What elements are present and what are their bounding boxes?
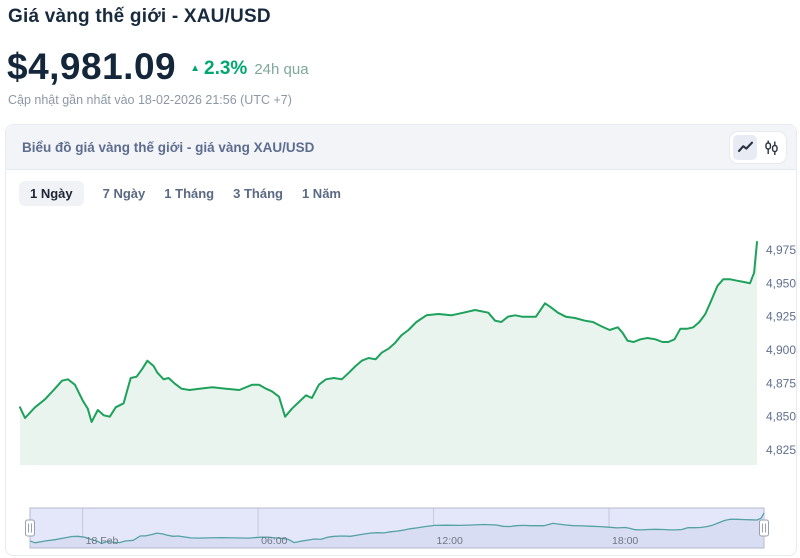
- x-axis-label: 06:00: [261, 535, 287, 547]
- x-axis-label: 18:00: [612, 535, 638, 547]
- page-title: Giá vàng thế giới - XAU/USD: [8, 6, 271, 27]
- candlestick-chart-icon: [764, 140, 778, 155]
- navigator-handle-right[interactable]: [759, 519, 769, 537]
- range-tab-3-months[interactable]: 3 Tháng: [233, 186, 283, 201]
- x-axis-label: 18 Feb: [86, 535, 119, 547]
- range-tabs: 1 Ngày 7 Ngày 1 Tháng 3 Tháng 1 Năm: [19, 181, 341, 206]
- change-percent: 2.3%: [204, 58, 248, 79]
- candlestick-chart-button[interactable]: [759, 135, 783, 160]
- price-row: $4,981.09 ▲ 2.3% 24h qua: [7, 46, 309, 88]
- y-axis-label: 4,975: [766, 243, 796, 257]
- y-axis-label: 4,900: [766, 343, 796, 357]
- range-tab-1-month[interactable]: 1 Tháng: [164, 186, 215, 201]
- range-tab-1-year[interactable]: 1 Năm: [301, 186, 341, 201]
- line-chart-icon: [737, 141, 753, 153]
- chart-card-header: Biểu đồ giá vàng thế giới - giá vàng XAU…: [6, 125, 796, 170]
- price-change: ▲ 2.3% 24h qua: [190, 58, 308, 80]
- navigator-area: [30, 513, 764, 548]
- y-axis-label: 4,825: [766, 443, 796, 457]
- x-axis-label: 12:00: [437, 535, 463, 547]
- navigator-handle-left[interactable]: [25, 519, 35, 537]
- y-axis-label: 4,875: [766, 376, 796, 390]
- line-chart-button[interactable]: [733, 135, 757, 160]
- y-axis-label: 4,950: [766, 276, 796, 290]
- chart-type-toggle: [730, 132, 786, 163]
- range-tab-1-day[interactable]: 1 Ngày: [19, 181, 84, 206]
- chart-card: Biểu đồ giá vàng thế giới - giá vàng XAU…: [5, 124, 797, 556]
- navigator-scrollbar[interactable]: 18 Feb 06:00 12:00 18:00: [0, 503, 800, 558]
- price-line: [19, 241, 758, 423]
- y-axis-label: 4,925: [766, 310, 796, 324]
- range-tab-7-days[interactable]: 7 Ngày: [102, 186, 146, 201]
- chart-card-title: Biểu đồ giá vàng thế giới - giá vàng XAU…: [22, 139, 315, 155]
- price-chart-plot[interactable]: 4,975 4,950 4,925 4,900 4,875 4,850 4,825: [0, 210, 800, 482]
- navigator-line: [29, 512, 765, 545]
- change-period: 24h qua: [254, 60, 309, 78]
- area-fill: [20, 242, 757, 465]
- last-updated-text: Cập nhật gần nhất vào 18-02-2026 21:56 (…: [8, 93, 292, 107]
- current-price: $4,981.09: [7, 46, 177, 87]
- y-axis-label: 4,850: [766, 410, 796, 424]
- triangle-up-icon: ▲: [190, 63, 201, 74]
